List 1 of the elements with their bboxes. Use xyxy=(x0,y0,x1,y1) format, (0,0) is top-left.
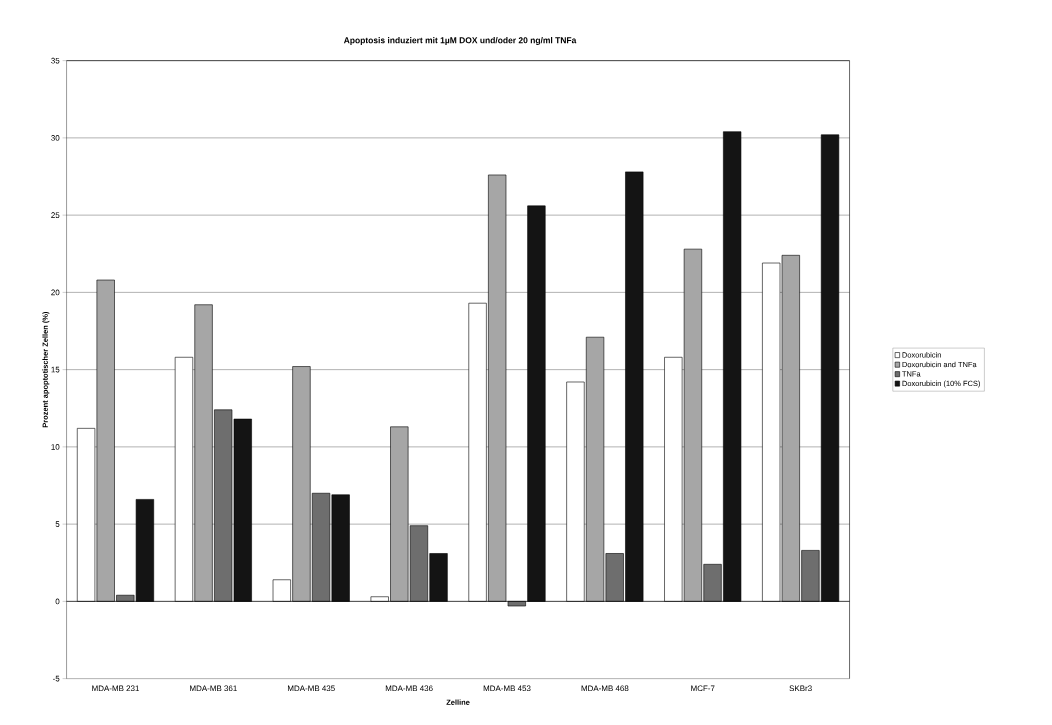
chart-title: Apoptosis induziert mit 1µM DOX und/oder 20 ng/ml TNFa xyxy=(343,37,577,45)
